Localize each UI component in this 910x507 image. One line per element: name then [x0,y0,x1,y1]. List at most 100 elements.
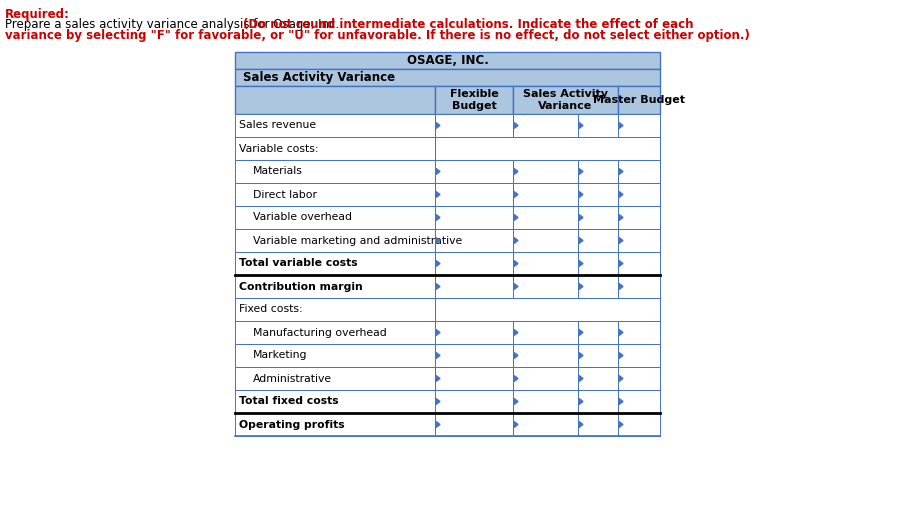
Bar [578,321,618,344]
Bar [513,367,578,390]
Polygon shape [619,261,623,267]
Text: Total variable costs: Total variable costs [239,259,358,269]
Text: Variable marketing and administrative: Variable marketing and administrative [253,235,462,245]
Bar [578,183,618,206]
Bar [235,206,435,229]
Bar [618,275,660,298]
Bar [235,137,435,160]
Polygon shape [514,192,518,198]
Polygon shape [514,261,518,267]
Polygon shape [619,214,623,221]
Polygon shape [579,421,583,427]
Bar [513,344,578,367]
Polygon shape [619,192,623,198]
Text: Contribution margin: Contribution margin [239,281,363,292]
Bar [235,298,435,321]
Bar [235,86,435,114]
Bar [618,206,660,229]
Bar [435,275,513,298]
Text: Master Budget: Master Budget [593,95,685,105]
Bar [618,183,660,206]
Text: OSAGE, INC.: OSAGE, INC. [407,54,489,67]
Bar [435,114,513,137]
Polygon shape [619,283,623,289]
Text: Materials: Materials [253,166,303,176]
Polygon shape [514,399,518,405]
Bar [435,344,513,367]
Bar [513,160,578,183]
Text: Sales Activity
Variance: Sales Activity Variance [523,89,608,111]
Text: Fixed costs:: Fixed costs: [239,305,303,314]
Bar [435,160,513,183]
Text: Marketing: Marketing [253,350,308,360]
Bar [235,321,435,344]
Bar [435,390,513,413]
Bar [435,206,513,229]
Polygon shape [579,283,583,289]
Bar [578,275,618,298]
Bar [513,86,618,114]
Text: Operating profits: Operating profits [239,419,345,429]
Bar [235,390,435,413]
Polygon shape [436,237,440,243]
Bar [618,321,660,344]
Polygon shape [579,123,583,128]
Bar [618,229,660,252]
Polygon shape [579,376,583,381]
Bar [618,390,660,413]
Text: Manufacturing overhead: Manufacturing overhead [253,328,387,338]
Bar [435,183,513,206]
Bar [618,86,660,114]
Polygon shape [579,214,583,221]
Bar [618,252,660,275]
Polygon shape [579,168,583,174]
Bar [578,114,618,137]
Bar [578,390,618,413]
Polygon shape [436,214,440,221]
Polygon shape [436,399,440,405]
Polygon shape [436,261,440,267]
Polygon shape [436,283,440,289]
Polygon shape [579,352,583,358]
Bar [235,229,435,252]
Polygon shape [619,376,623,381]
Polygon shape [514,123,518,128]
Bar [435,298,660,321]
Bar [235,252,435,275]
Bar [235,160,435,183]
Polygon shape [436,421,440,427]
Polygon shape [619,168,623,174]
Text: Variable overhead: Variable overhead [253,212,352,223]
Polygon shape [436,376,440,381]
Polygon shape [436,330,440,336]
Text: Prepare a sales activity variance analysis for Osage, Inc.: Prepare a sales activity variance analys… [5,18,343,31]
Polygon shape [436,352,440,358]
Polygon shape [514,237,518,243]
Polygon shape [514,168,518,174]
Bar [435,229,513,252]
Bar [578,367,618,390]
Text: Sales Activity Variance: Sales Activity Variance [243,71,395,84]
Bar [578,413,618,436]
Bar [578,229,618,252]
Bar [435,367,513,390]
Polygon shape [579,399,583,405]
Bar [513,321,578,344]
Polygon shape [579,261,583,267]
Bar [513,114,578,137]
Bar [435,137,660,160]
Bar [435,413,513,436]
Bar [235,344,435,367]
Text: variance by selecting "F" for favorable, or "U" for unfavorable. If there is no : variance by selecting "F" for favorable,… [5,29,750,42]
Bar [235,367,435,390]
Bar [513,206,578,229]
Bar [235,52,660,69]
Text: Flexible
Budget: Flexible Budget [450,89,499,111]
Bar [578,252,618,275]
Polygon shape [579,237,583,243]
Bar [513,183,578,206]
Polygon shape [514,214,518,221]
Polygon shape [436,192,440,198]
Bar [235,275,435,298]
Polygon shape [619,330,623,336]
